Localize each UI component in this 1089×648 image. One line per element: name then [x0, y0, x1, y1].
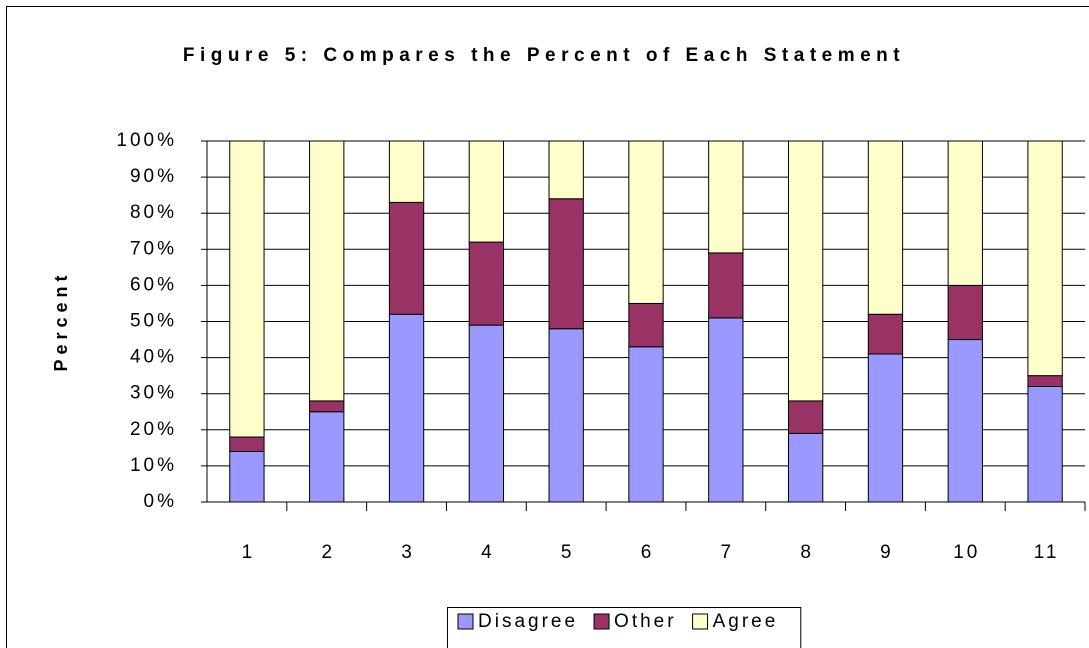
- bar-segment: [787, 400, 824, 434]
- x-tick-label: 5: [561, 542, 575, 563]
- bar-segment: [548, 140, 584, 200]
- bar-segment: [548, 198, 584, 330]
- bar-segment: [867, 313, 904, 355]
- bar-segment: [229, 450, 265, 503]
- x-tick-label: 6: [641, 542, 655, 563]
- bar-segment: [548, 328, 584, 503]
- x-tick-label: 4: [481, 542, 495, 563]
- bar-segment: [708, 252, 744, 319]
- legend-swatch: [593, 613, 610, 630]
- x-tick-label: 9: [880, 542, 894, 563]
- bar-segment: [628, 140, 664, 304]
- bar-segment: [867, 353, 904, 503]
- legend-swatch: [692, 613, 709, 630]
- y-tick-label: 20%: [130, 419, 177, 440]
- y-tick-label: 30%: [130, 383, 177, 404]
- bar-segment: [309, 400, 345, 413]
- x-tick-label: 10: [953, 542, 980, 563]
- bar-segment: [468, 241, 505, 326]
- bar-segment: [628, 302, 664, 348]
- bar-segment: [947, 284, 983, 341]
- y-tick-label: 80%: [130, 202, 177, 223]
- x-tick-label: 1: [242, 542, 256, 563]
- legend-label: Agree: [713, 611, 779, 632]
- y-tick-label: 60%: [130, 274, 177, 295]
- bar-segment: [468, 324, 505, 503]
- y-tick-label: 0%: [144, 491, 177, 512]
- bar-segment: [1027, 140, 1063, 377]
- bar-segment: [229, 436, 265, 452]
- y-tick-label: 40%: [130, 347, 177, 368]
- bar-segment: [309, 140, 345, 402]
- bar-segment: [229, 140, 265, 438]
- y-tick-label: 50%: [130, 311, 177, 332]
- bar-segment: [388, 140, 425, 203]
- bar-segment: [388, 201, 425, 315]
- bar-segment: [947, 339, 983, 503]
- x-tick-label: 2: [321, 542, 335, 563]
- x-tick-label: 11: [1034, 542, 1060, 563]
- chart-border: [6, 6, 1089, 648]
- bar-segment: [628, 346, 664, 503]
- x-tick-label: 8: [800, 542, 814, 563]
- y-tick-label: 100%: [116, 130, 177, 151]
- bar-segment: [388, 313, 425, 503]
- bar-segment: [1027, 385, 1063, 503]
- bar-segment: [867, 140, 904, 315]
- chart-title: Figure 5: Compares the Percent of Each S…: [183, 45, 905, 66]
- y-axis-label: Percent: [51, 270, 71, 371]
- bar-segment: [787, 140, 824, 402]
- bar-segment: [787, 432, 824, 503]
- bar-segment: [1027, 375, 1063, 387]
- y-tick-label: 90%: [130, 166, 177, 187]
- bar-segment: [468, 140, 505, 243]
- y-tick-label: 10%: [130, 455, 177, 476]
- bar-segment: [309, 411, 345, 503]
- x-tick-label: 3: [401, 542, 415, 563]
- legend-swatch: [457, 613, 474, 630]
- bar-segment: [708, 317, 744, 503]
- bar-segment: [947, 140, 983, 286]
- y-tick-label: 70%: [130, 238, 177, 259]
- x-tick-label: 7: [721, 542, 735, 563]
- bar-segment: [708, 140, 744, 254]
- legend-box: [447, 607, 802, 648]
- legend-label: Disagree: [478, 611, 578, 632]
- legend-label: Other: [614, 611, 677, 632]
